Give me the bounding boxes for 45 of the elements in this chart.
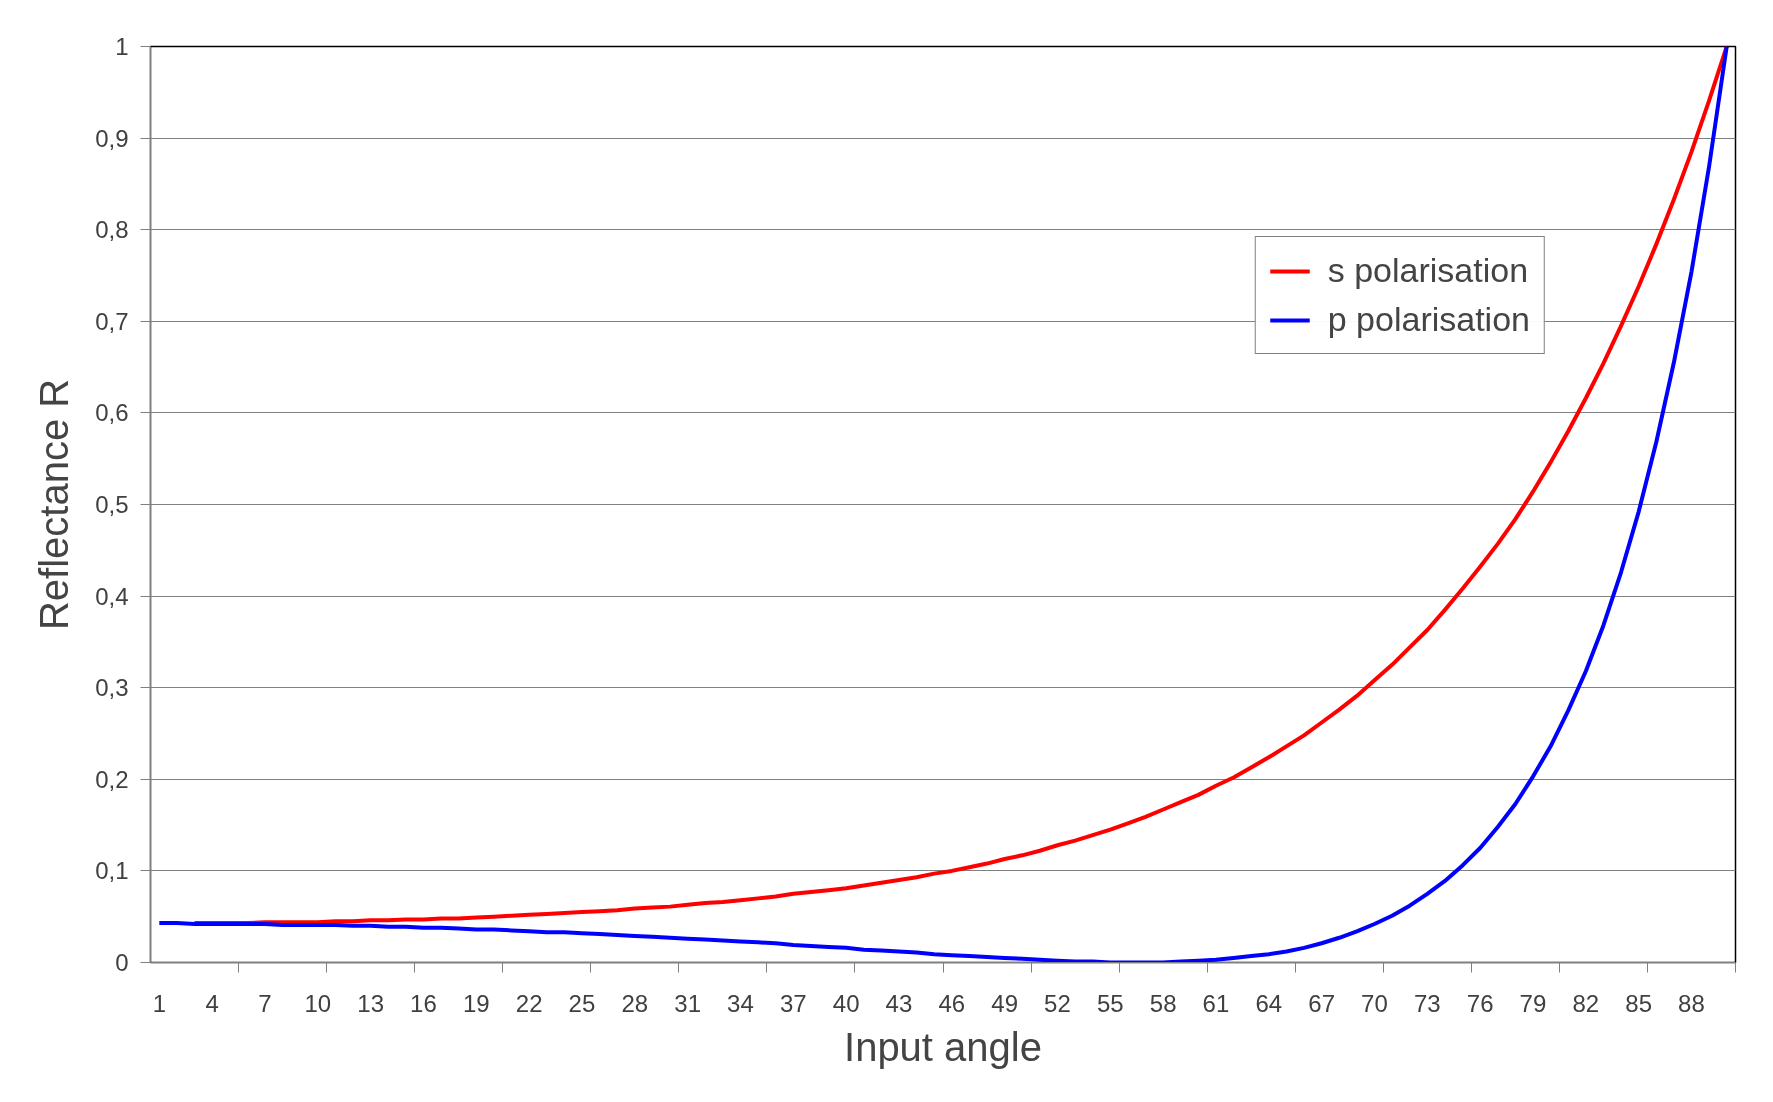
legend-label: s polarisation	[1327, 251, 1529, 290]
y-tick-label: 0,1	[95, 857, 129, 885]
x-tick-label: 52	[1044, 989, 1071, 1017]
y-tick-label: 0,3	[95, 674, 129, 702]
y-tick-label: 1	[115, 33, 129, 60]
x-axis-title: Input angle	[844, 1024, 1042, 1069]
y-tick-label: 0,7	[95, 307, 129, 335]
x-tick-label: 13	[357, 989, 384, 1017]
y-tick-label: 0,4	[95, 582, 129, 610]
x-tick-label: 10	[304, 989, 332, 1017]
x-tick-label: 22	[515, 989, 543, 1017]
x-tick-label: 46	[938, 989, 966, 1017]
legend-label: p polarisation	[1327, 300, 1530, 339]
x-tick-label: 16	[410, 989, 437, 1017]
x-tick-label: 55	[1096, 989, 1124, 1017]
x-tick-label: 79	[1519, 989, 1547, 1017]
x-tick-label: 67	[1308, 989, 1335, 1017]
x-tick-label: 76	[1466, 989, 1494, 1017]
x-tick-label: 49	[991, 989, 1018, 1017]
y-tick-label: 0,8	[95, 216, 129, 244]
x-tick-label: 19	[462, 989, 490, 1017]
x-tick-label: 61	[1202, 989, 1230, 1017]
y-tick-label: 0,5	[95, 491, 129, 518]
y-tick-label: 0,2	[95, 765, 129, 793]
x-tick-label: 28	[621, 989, 649, 1017]
x-tick-label: 85	[1625, 989, 1652, 1017]
x-tick-label: 73	[1413, 989, 1441, 1017]
x-tick-label: 25	[568, 989, 596, 1017]
y-tick-label: 0	[115, 949, 129, 976]
x-tick-label: 64	[1255, 989, 1283, 1017]
x-tick-label: 4	[205, 989, 219, 1017]
x-tick-label: 88	[1678, 989, 1705, 1017]
x-tick-label: 34	[727, 989, 754, 1017]
x-tick-label: 40	[832, 989, 860, 1017]
y-tick-label: 0,9	[95, 124, 129, 152]
y-tick-label: 0,6	[95, 399, 129, 427]
x-tick-label: 82	[1572, 989, 1600, 1017]
x-tick-label: 70	[1361, 989, 1388, 1017]
x-tick-label: 1	[152, 989, 166, 1017]
x-tick-label: 58	[1149, 989, 1177, 1017]
x-tick-label: 7	[258, 989, 272, 1017]
y-axis-title: Reflectance R	[32, 378, 77, 631]
x-tick-label: 31	[674, 989, 701, 1017]
x-tick-label: 43	[885, 989, 913, 1017]
x-tick-label: 37	[779, 989, 807, 1017]
